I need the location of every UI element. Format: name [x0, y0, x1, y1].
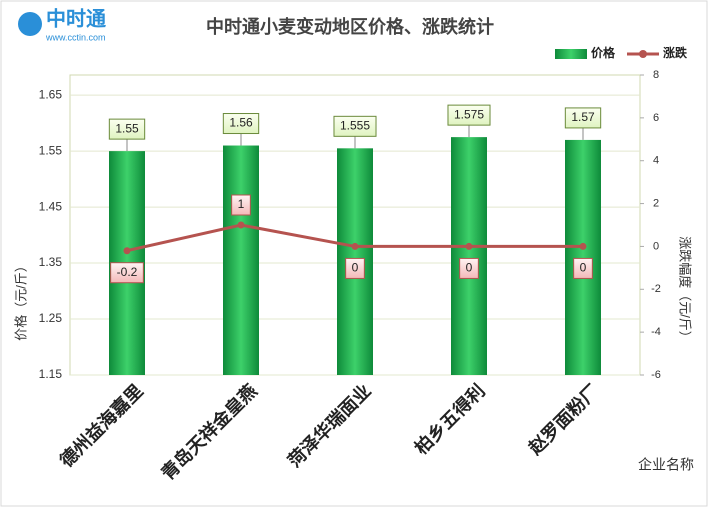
logo-name: 中时通 — [46, 6, 106, 30]
y2-tick-label: 6 — [653, 112, 659, 124]
y-tick-label: 1.55 — [39, 143, 63, 157]
y2-tick-label: 8 — [653, 69, 659, 81]
chart-title: 中时通小麦变动地区价格、涨跌统计 — [206, 16, 494, 37]
bar-value-label: 1.575 — [454, 107, 484, 121]
bar-value-label-box — [447, 104, 491, 126]
bar-value-label-box — [222, 113, 260, 135]
legend-swatch — [555, 49, 587, 59]
line-value-label: 0 — [352, 261, 359, 275]
logo-url: www.cctin.com — [45, 32, 106, 42]
bar-value-label: 1.57 — [571, 110, 595, 124]
logo-icon — [18, 12, 42, 36]
bar-value-label: 1.55 — [115, 121, 139, 135]
line-point — [351, 242, 359, 250]
bar — [451, 137, 487, 375]
y2-tick-label: -6 — [651, 369, 661, 381]
bar-value-label-box — [333, 115, 377, 137]
legend-marker — [639, 50, 647, 58]
y2-axis-title: 涨跌幅度（元/斤） — [678, 236, 693, 344]
line-value-label-box — [345, 257, 365, 279]
legend-label: 涨跌 — [663, 45, 688, 60]
line-point — [237, 221, 245, 229]
bar-value-label: 1.555 — [340, 118, 370, 132]
line-value-label: -0.2 — [117, 265, 138, 279]
line-value-label-box — [231, 194, 251, 216]
y-tick-label: 1.35 — [39, 255, 63, 269]
bar-value-label-box — [564, 107, 602, 129]
line-value-label-box — [110, 262, 144, 284]
y-tick-label: 1.65 — [39, 87, 63, 101]
bar — [565, 139, 601, 375]
y2-tick-label: -2 — [651, 283, 661, 295]
y2-tick-label: -4 — [651, 326, 661, 338]
line-value-label: 0 — [466, 261, 473, 275]
bar — [223, 145, 259, 375]
line-point — [465, 242, 473, 250]
y2-tick-label: 2 — [653, 197, 659, 209]
y-tick-label: 1.25 — [39, 311, 63, 325]
bar-value-label: 1.56 — [229, 116, 253, 130]
line-value-label-box — [459, 257, 479, 279]
line-value-label: 0 — [580, 261, 587, 275]
line-point — [579, 242, 587, 250]
y2-tick-label: 0 — [653, 240, 659, 252]
line-value-label-box — [573, 257, 593, 279]
y-tick-label: 1.15 — [39, 367, 63, 381]
y-axis-title: 价格（元/斤） — [13, 259, 28, 341]
x-axis-title: 企业名称 — [638, 457, 694, 473]
legend-label: 价格 — [591, 45, 616, 60]
line-point — [123, 247, 131, 255]
line-value-label: 1 — [238, 197, 245, 211]
y-tick-label: 1.45 — [39, 199, 63, 213]
y2-tick-label: 4 — [653, 155, 659, 167]
bar-value-label-box — [108, 118, 146, 140]
